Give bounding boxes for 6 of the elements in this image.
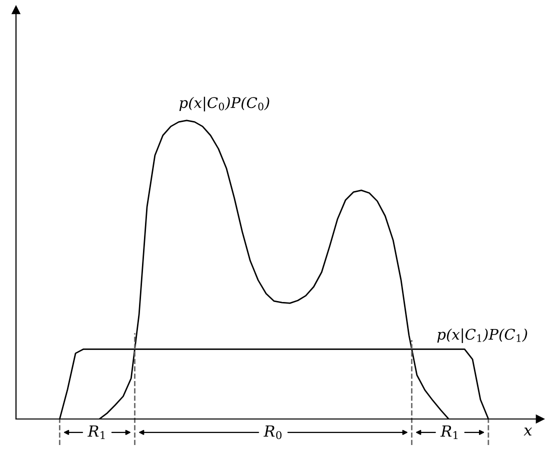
x-axis-title: x — [524, 428, 532, 436]
text: R$_{1}$ — [88, 425, 105, 440]
text: R$_{1}$ — [440, 425, 458, 440]
series-label: p(x|C$_{0}$)P(C$_{0}$) — [179, 96, 270, 112]
text: R$_{0}$ — [264, 425, 282, 440]
series-label: p(x|C$_{1}$)P(C$_{1}$) — [437, 328, 528, 344]
